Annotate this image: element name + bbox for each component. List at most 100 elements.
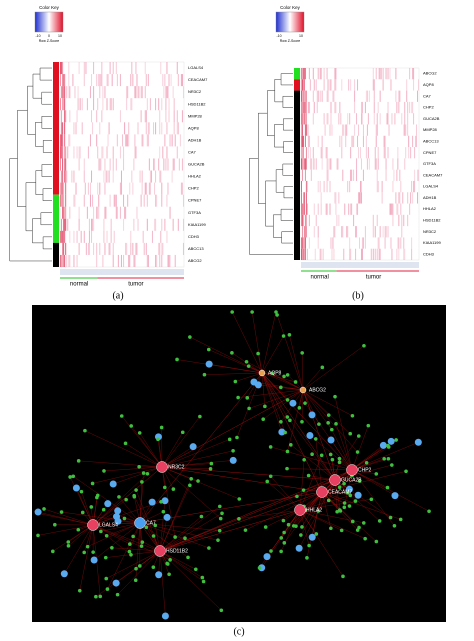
node xyxy=(233,379,238,384)
cell xyxy=(313,101,315,114)
cell xyxy=(182,86,184,99)
cell xyxy=(107,74,109,87)
edge xyxy=(287,389,304,452)
cell xyxy=(407,124,409,136)
cell xyxy=(108,122,110,135)
cell xyxy=(61,110,63,123)
gene-label: HSD11B2 xyxy=(423,218,441,223)
edge xyxy=(159,509,301,552)
cell xyxy=(125,242,127,255)
cell xyxy=(398,192,400,204)
node xyxy=(254,381,262,389)
cell xyxy=(166,86,168,99)
cell xyxy=(122,134,124,147)
cell xyxy=(102,86,104,99)
cell xyxy=(147,122,149,135)
cell xyxy=(112,62,114,75)
node xyxy=(137,431,142,435)
edge xyxy=(290,444,336,481)
node xyxy=(285,373,290,377)
node xyxy=(220,511,224,516)
cell xyxy=(140,110,142,123)
edge xyxy=(161,416,201,468)
cell xyxy=(383,147,385,159)
node xyxy=(205,360,213,368)
cell xyxy=(117,254,119,267)
node xyxy=(394,438,398,442)
hub-label: CHP2 xyxy=(358,467,372,473)
cell xyxy=(137,122,139,135)
cell xyxy=(327,79,329,91)
cell xyxy=(385,226,387,238)
cell xyxy=(127,194,129,207)
cell xyxy=(382,79,384,91)
cell xyxy=(376,248,378,260)
cell xyxy=(101,74,103,87)
cell xyxy=(364,237,366,249)
cell xyxy=(391,203,393,215)
cell xyxy=(403,214,405,227)
cell xyxy=(301,79,303,91)
cell xyxy=(365,90,367,102)
cell xyxy=(323,79,325,91)
cell xyxy=(359,192,360,204)
gene-label: ABCC13 xyxy=(423,138,439,143)
edge xyxy=(270,446,353,471)
cell xyxy=(161,254,163,267)
cell xyxy=(66,86,68,99)
node xyxy=(385,485,390,490)
cell xyxy=(360,101,362,114)
caption: (a) xyxy=(112,290,123,301)
cell xyxy=(77,98,79,111)
cell xyxy=(368,90,370,102)
cell xyxy=(178,158,180,171)
cell xyxy=(312,90,314,102)
cell xyxy=(64,74,66,87)
cell xyxy=(115,194,117,207)
cell xyxy=(168,74,170,87)
edge xyxy=(288,479,336,525)
node xyxy=(201,579,206,584)
cell xyxy=(72,74,74,87)
cell xyxy=(159,146,161,159)
cell xyxy=(340,113,342,125)
cell xyxy=(360,192,361,204)
node xyxy=(103,555,108,560)
cell xyxy=(326,90,328,102)
cell xyxy=(301,135,302,148)
cell xyxy=(313,203,315,215)
node xyxy=(109,480,117,488)
dendrogram xyxy=(25,182,36,232)
cell xyxy=(380,68,382,80)
dendrogram xyxy=(35,170,43,195)
edge xyxy=(52,524,94,552)
cell xyxy=(87,182,89,195)
node xyxy=(285,415,290,419)
cell xyxy=(142,134,144,147)
cell xyxy=(68,134,70,147)
cell xyxy=(303,113,305,125)
cell xyxy=(125,206,127,219)
cell xyxy=(126,98,128,111)
cell xyxy=(63,230,65,243)
cell xyxy=(317,237,319,249)
node xyxy=(128,542,132,546)
cell xyxy=(326,203,328,215)
cell xyxy=(303,248,305,260)
node xyxy=(308,533,316,541)
cell xyxy=(64,110,66,123)
cell xyxy=(306,124,308,136)
cell xyxy=(136,206,138,219)
cell xyxy=(78,62,80,75)
node xyxy=(68,475,72,479)
cell xyxy=(403,124,405,136)
edge xyxy=(161,389,304,468)
cell xyxy=(411,101,413,114)
dendrogram xyxy=(283,118,293,131)
cell xyxy=(169,134,171,147)
edge xyxy=(161,439,230,468)
edge xyxy=(105,550,161,558)
key-tick: 0 xyxy=(48,34,50,38)
dendrogram xyxy=(265,180,277,227)
node xyxy=(275,313,279,317)
